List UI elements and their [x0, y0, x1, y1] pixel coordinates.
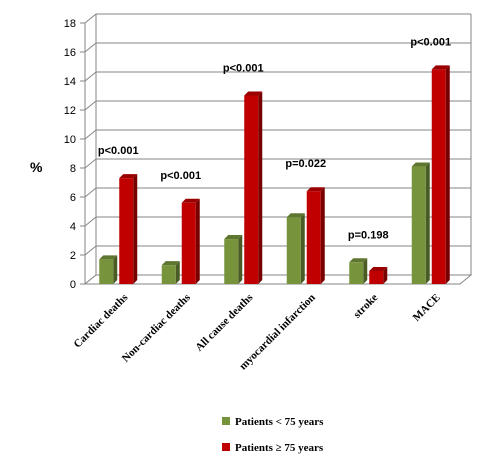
bar-under-75	[349, 258, 368, 284]
bars	[99, 65, 450, 285]
p-value-label: p<0.001	[410, 36, 451, 48]
bar-over-75	[119, 174, 138, 284]
y-tick-label: 18	[64, 18, 76, 30]
bar-over-75	[431, 65, 450, 285]
gridline-side	[84, 129, 97, 140]
gridline-side	[84, 100, 97, 111]
legend-label-series-2: Patients ≥ 75 years	[235, 442, 324, 454]
bar-under-75	[224, 235, 243, 284]
gridlines	[84, 13, 471, 285]
gridline-side	[84, 71, 97, 82]
y-tick-label: 6	[70, 192, 76, 204]
bar-over-75	[181, 198, 200, 284]
p-value-label: p<0.001	[223, 63, 264, 75]
y-tick-label: 8	[70, 163, 76, 175]
legend: Patients < 75 years Patients ≥ 75 years	[222, 416, 324, 454]
y-tick-label: 16	[64, 47, 76, 59]
x-tick-label: Cardiac deaths	[72, 291, 131, 350]
gridline-side	[84, 245, 97, 256]
gridline-side	[84, 158, 97, 169]
y-tick-label: 4	[70, 221, 76, 233]
gridline-side	[84, 13, 97, 24]
p-value-label: p=0.198	[348, 229, 389, 241]
x-tick-label: MACE	[411, 292, 443, 324]
bar-over-75	[244, 91, 263, 284]
p-value-annotations: p<0.001 p<0.001 p<0.001 p=0.022 p=0.198 p<0.0…	[98, 36, 451, 241]
legend-swatch-series-1	[222, 417, 230, 425]
p-value-label: p<0.001	[160, 170, 201, 182]
y-axis-label: %	[30, 159, 43, 175]
y-tick-label: 14	[64, 76, 76, 88]
bar-over-75	[369, 266, 388, 284]
y-tick-label: 0	[70, 279, 76, 291]
p-value-label: p<0.001	[98, 145, 139, 157]
y-tick-label: 2	[70, 250, 76, 262]
bar-under-75	[99, 255, 118, 284]
bar-under-75	[161, 261, 180, 284]
x-tick-label: Non-cardiac deaths	[120, 291, 194, 365]
bar-under-75	[411, 162, 430, 284]
x-tick-label: All cause deaths	[193, 291, 256, 354]
gridline-side	[84, 216, 97, 227]
legend-swatch-series-2	[222, 443, 230, 451]
p-value-label: p=0.022	[285, 158, 326, 170]
legend-label-series-1: Patients < 75 years	[235, 416, 324, 428]
y-ticks: 0 2 4 6 8 10 12 14 16 18	[64, 18, 85, 291]
y-tick-label: 10	[64, 134, 76, 146]
gridline-side	[84, 42, 97, 53]
bar-over-75	[306, 187, 325, 284]
x-tick-label: stroke	[351, 292, 380, 321]
bar-under-75	[286, 213, 305, 284]
gridline-side	[84, 187, 97, 198]
y-tick-label: 12	[64, 105, 76, 117]
